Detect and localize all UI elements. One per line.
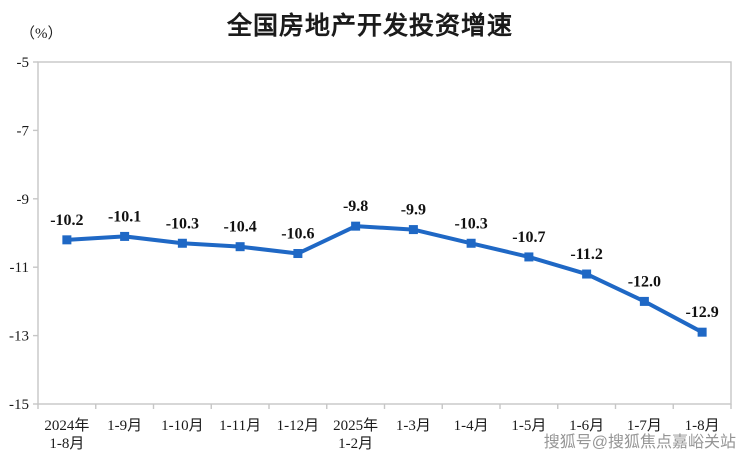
data-point-label: -10.4 [223, 219, 256, 236]
data-point-marker [582, 269, 592, 279]
y-tick-label: -15 [9, 397, 29, 413]
data-point-marker [697, 327, 707, 337]
x-tick-label: 2024年 [44, 417, 89, 434]
data-point-label: -10.3 [454, 215, 487, 232]
data-point-label: -10.7 [512, 229, 545, 246]
x-tick-label: 1-4月 [454, 418, 489, 434]
series-line [64, 224, 705, 335]
data-point-label: -10.2 [50, 212, 83, 229]
x-tick-label: 1-6月 [569, 418, 604, 434]
x-tick-label: 1-3月 [396, 418, 431, 434]
x-tick-label: 1-7月 [627, 418, 662, 434]
y-tick-label: -13 [9, 329, 29, 345]
y-axis-unit-label: （%） [20, 26, 63, 42]
data-point-marker [62, 235, 72, 245]
data-point-marker [639, 296, 649, 306]
data-point-label: -11.2 [570, 246, 602, 263]
data-point-label: -12.9 [685, 304, 718, 321]
data-point-marker [524, 252, 534, 262]
data-point-label: -9.8 [343, 198, 368, 215]
data-point-marker [120, 231, 130, 241]
data-point-marker [466, 238, 476, 248]
data-point-label: -10.1 [108, 208, 141, 225]
plot-border [37, 61, 732, 405]
watermark-text: 搜狐号@搜狐焦点嘉峪关站 [543, 434, 736, 451]
x-tick-label: 1-10月 [161, 418, 204, 434]
x-tick-label: 1-8月 [685, 418, 720, 434]
y-tick-label: -11 [10, 260, 29, 276]
y-tick-label: -9 [17, 192, 30, 208]
data-point-label: -10.6 [281, 226, 314, 243]
x-tick-label: 2025年 [333, 417, 378, 434]
data-point-label: -10.3 [166, 215, 199, 232]
data-point-marker [177, 238, 187, 248]
x-tick-label: 1-5月 [511, 418, 546, 434]
chart-title: 全国房地产开发投资增速 [226, 12, 513, 40]
x-tick-label: 1-8月 [49, 436, 84, 452]
data-point-marker [351, 221, 361, 231]
x-tick-label: 1-11月 [219, 418, 261, 434]
y-tick-label: -7 [17, 123, 30, 139]
x-tick-label: 1-9月 [107, 418, 142, 434]
data-point-marker [408, 225, 418, 235]
data-point-marker [293, 249, 303, 259]
data-point-label: -9.9 [401, 202, 426, 219]
y-tick-label: -5 [17, 55, 30, 71]
data-point-label: -12.0 [628, 273, 661, 290]
x-tick-label: 1-2月 [338, 436, 373, 452]
data-point-marker [235, 242, 245, 252]
x-tick-label: 1-12月 [277, 418, 320, 434]
